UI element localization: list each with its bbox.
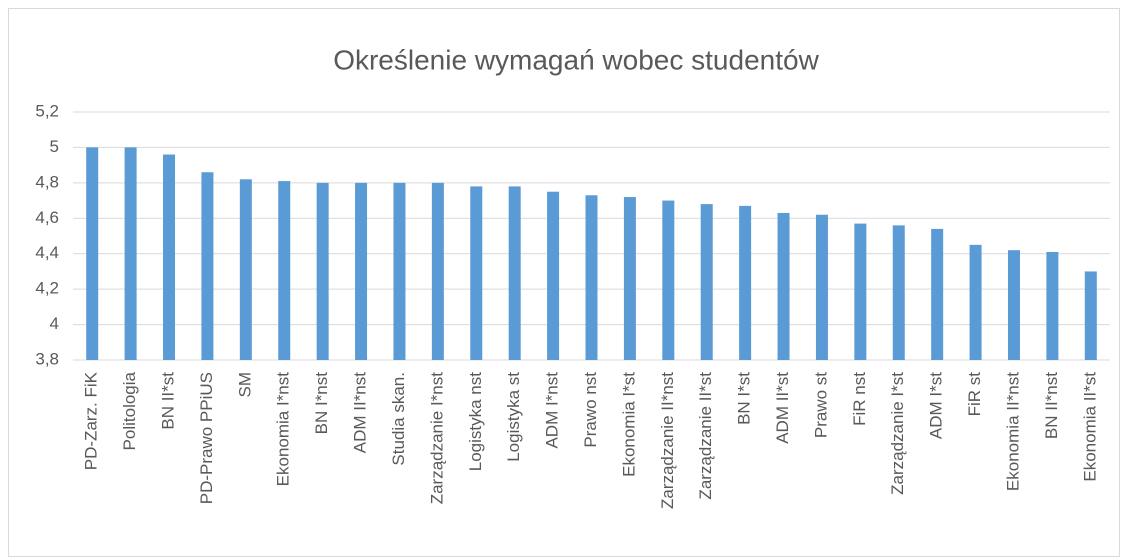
x-tick-label: BN II*st: [159, 372, 178, 430]
bar: [585, 195, 598, 360]
x-tick-label: Zarządzanie II*nst: [658, 372, 677, 509]
x-tick-label: ADM I*st: [927, 372, 946, 439]
bar: [969, 244, 982, 360]
bar: [623, 197, 636, 360]
bar: [124, 147, 137, 360]
bar: [931, 228, 944, 360]
bar: [316, 182, 329, 360]
x-tick-label: FiR st: [965, 372, 984, 417]
bar: [470, 186, 483, 360]
bar: [355, 182, 368, 360]
x-tick-label: SM: [235, 372, 254, 398]
x-tick-label: FiR nst: [850, 372, 869, 426]
bar: [1084, 271, 1097, 360]
y-tick-label: 4,6: [35, 208, 59, 227]
y-tick-label: 5,2: [35, 101, 59, 120]
x-tick-label: PD-Zarz. FiK: [82, 371, 101, 470]
x-tick-label: Ekonomia II*st: [1080, 372, 1099, 482]
bar: [86, 147, 99, 360]
bar: [815, 214, 828, 360]
x-tick-label: Zarządzanie I*nst: [427, 372, 446, 505]
chart-title: Określenie wymagań wobec studentów: [333, 44, 819, 75]
bar: [547, 191, 560, 360]
bar: [700, 204, 713, 360]
bar: [1007, 250, 1020, 360]
bar: [777, 212, 790, 360]
x-tick-label: Ekonomia I*nst: [274, 372, 293, 487]
x-tick-label: Logistyka st: [504, 372, 523, 462]
x-tick-label: Zarządzanie I*st: [888, 372, 907, 495]
x-tick-label: Logistyka nst: [466, 372, 485, 471]
x-tick-label: BN II*nst: [1042, 372, 1061, 439]
bar: [662, 200, 675, 360]
bar: [854, 223, 867, 360]
chart-border: [8, 8, 1120, 557]
x-tick-label: Prawo nst: [581, 372, 600, 448]
y-tick-label: 4,4: [35, 243, 59, 262]
x-tick-label: ADM II*st: [773, 372, 792, 444]
bar: [163, 154, 176, 360]
x-tick-label: BN I*nst: [312, 372, 331, 435]
x-tick-label: Politologia: [120, 371, 139, 450]
bar: [393, 182, 406, 360]
y-tick-label: 4,8: [35, 172, 59, 191]
x-tick-label: Studia skan.: [389, 372, 408, 466]
y-tick-label: 4: [50, 314, 59, 333]
y-tick-label: 5: [50, 137, 59, 156]
bar: [431, 182, 444, 360]
x-tick-label: ADM II*nst: [351, 372, 370, 454]
y-tick-label: 3,8: [35, 349, 59, 368]
x-tick-label: ADM I*nst: [543, 372, 562, 449]
x-tick-label: Prawo st: [811, 372, 830, 438]
bar: [278, 181, 291, 360]
bar: [239, 179, 252, 360]
bar: [508, 186, 521, 360]
y-tick-label: 4,2: [35, 279, 59, 298]
x-tick-label: Ekonomia I*st: [619, 372, 638, 477]
x-tick-label: Ekonomia II*nst: [1003, 372, 1022, 491]
bar: [201, 172, 214, 360]
x-tick-label: PD-Prawo PPiUS: [197, 372, 216, 504]
x-tick-label: BN I*st: [735, 372, 754, 425]
bar: [739, 205, 752, 360]
x-tick-label: Zarządzanie II*st: [696, 372, 715, 500]
bar: [1046, 251, 1059, 360]
bar: [892, 225, 905, 360]
